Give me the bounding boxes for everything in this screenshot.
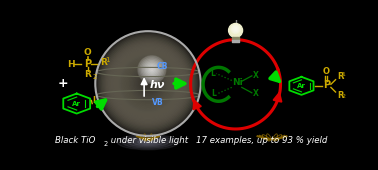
Text: P: P: [84, 59, 91, 69]
Ellipse shape: [98, 34, 198, 133]
Text: X: X: [253, 71, 259, 80]
Text: R: R: [100, 58, 107, 67]
Ellipse shape: [102, 38, 194, 129]
Ellipse shape: [147, 82, 149, 85]
Text: L: L: [210, 69, 215, 78]
Text: X: X: [253, 89, 259, 98]
Ellipse shape: [101, 36, 195, 131]
Text: +: +: [57, 77, 68, 90]
Ellipse shape: [117, 134, 179, 150]
Circle shape: [138, 56, 166, 83]
Ellipse shape: [143, 78, 153, 89]
Ellipse shape: [112, 48, 184, 119]
Ellipse shape: [118, 53, 178, 114]
Text: Ni: Ni: [232, 78, 243, 87]
Ellipse shape: [135, 70, 161, 97]
Text: 1: 1: [105, 57, 110, 63]
Text: R: R: [337, 72, 344, 81]
Circle shape: [146, 64, 158, 75]
Ellipse shape: [99, 35, 197, 132]
Text: P: P: [323, 80, 330, 90]
Text: R: R: [337, 91, 344, 100]
Ellipse shape: [116, 52, 180, 115]
Ellipse shape: [122, 136, 174, 148]
Circle shape: [142, 60, 162, 79]
Ellipse shape: [138, 73, 158, 94]
Circle shape: [231, 24, 240, 33]
Ellipse shape: [144, 80, 152, 88]
Ellipse shape: [133, 69, 163, 98]
Text: VB: VB: [152, 98, 163, 107]
Ellipse shape: [123, 59, 173, 108]
Text: hν: hν: [150, 80, 165, 90]
Circle shape: [150, 68, 153, 71]
Ellipse shape: [141, 77, 155, 90]
Ellipse shape: [107, 43, 189, 124]
Ellipse shape: [95, 31, 201, 136]
Ellipse shape: [143, 141, 153, 143]
Circle shape: [234, 28, 237, 30]
Circle shape: [139, 57, 164, 82]
Text: Black TiO: Black TiO: [55, 136, 95, 145]
Circle shape: [148, 65, 156, 74]
Ellipse shape: [115, 51, 181, 116]
Ellipse shape: [133, 138, 164, 146]
Circle shape: [232, 25, 239, 32]
Text: CB: CB: [156, 62, 167, 71]
Text: Ar: Ar: [297, 83, 306, 89]
Circle shape: [229, 23, 243, 37]
Ellipse shape: [108, 44, 187, 123]
Text: L: L: [211, 89, 216, 98]
Text: I: I: [92, 96, 95, 105]
Ellipse shape: [140, 76, 156, 91]
Ellipse shape: [136, 72, 160, 95]
Text: H: H: [67, 60, 74, 69]
Ellipse shape: [131, 66, 165, 101]
Text: 1: 1: [342, 72, 345, 77]
Text: under visible light: under visible light: [108, 136, 188, 145]
Circle shape: [149, 67, 155, 72]
Ellipse shape: [132, 68, 164, 99]
Circle shape: [145, 63, 159, 77]
Ellipse shape: [122, 57, 174, 110]
Ellipse shape: [146, 81, 151, 86]
Ellipse shape: [127, 137, 169, 147]
Ellipse shape: [130, 65, 166, 102]
Ellipse shape: [139, 74, 157, 93]
Ellipse shape: [125, 61, 170, 106]
Text: 2: 2: [104, 141, 108, 147]
Ellipse shape: [128, 64, 168, 103]
Text: O: O: [84, 48, 91, 57]
Ellipse shape: [97, 32, 199, 135]
Ellipse shape: [120, 56, 176, 111]
Text: 2: 2: [342, 94, 346, 99]
Ellipse shape: [138, 140, 158, 145]
Circle shape: [141, 59, 163, 81]
Ellipse shape: [103, 39, 193, 128]
Ellipse shape: [106, 42, 190, 125]
Text: O: O: [323, 67, 330, 76]
Ellipse shape: [127, 63, 169, 105]
Ellipse shape: [110, 46, 186, 122]
Ellipse shape: [124, 60, 172, 107]
Text: 17 examples, up to 93 % yield: 17 examples, up to 93 % yield: [196, 136, 327, 145]
Text: 2: 2: [93, 74, 98, 80]
Text: R: R: [84, 70, 91, 79]
Ellipse shape: [105, 40, 192, 127]
Ellipse shape: [114, 49, 182, 118]
Ellipse shape: [119, 55, 177, 112]
Text: Ar: Ar: [72, 101, 81, 107]
Ellipse shape: [111, 47, 185, 120]
Circle shape: [233, 27, 238, 31]
Circle shape: [144, 61, 160, 78]
